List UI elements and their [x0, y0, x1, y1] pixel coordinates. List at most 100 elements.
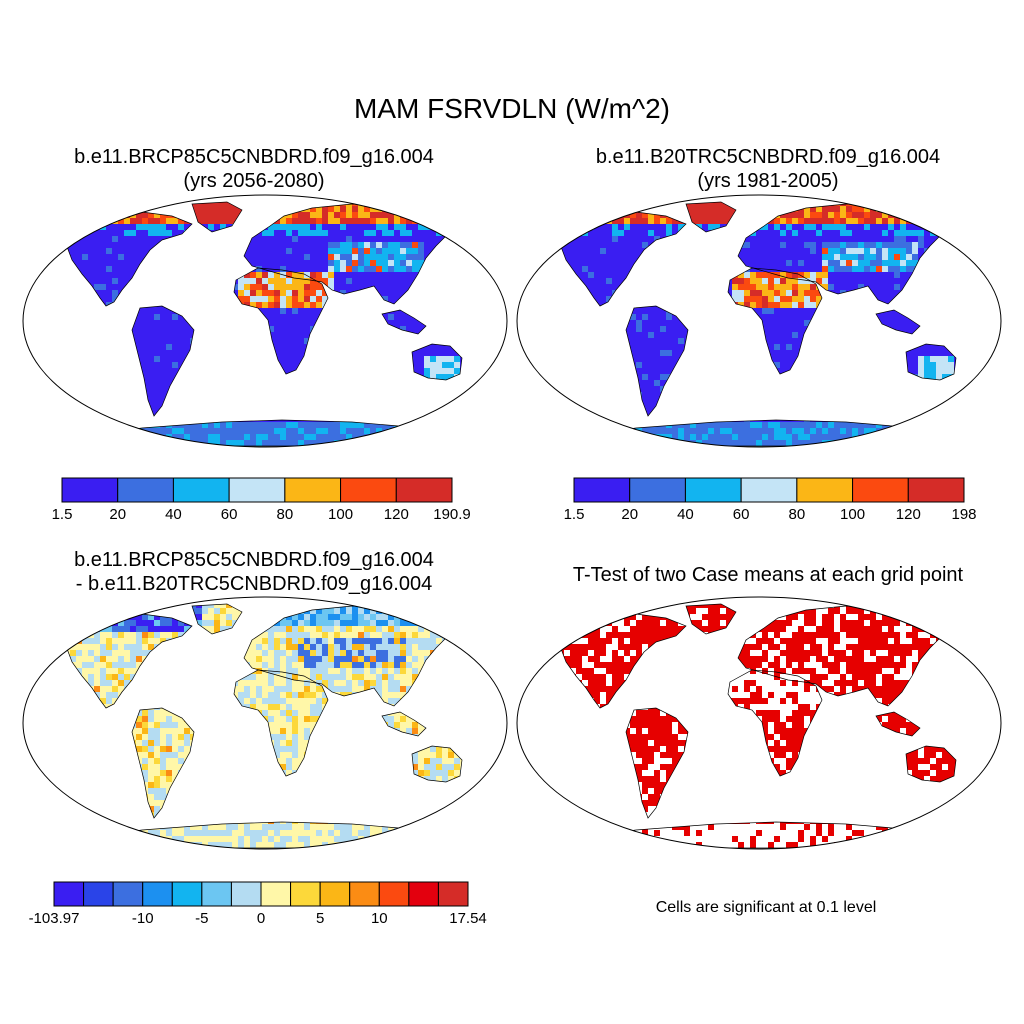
coastline-australia [905, 343, 957, 381]
coastline-australia [411, 745, 463, 783]
coastline-northAmerica [555, 209, 687, 307]
colorbar-tick-label: -103.97 [28, 910, 80, 927]
colorbar-swatch [284, 477, 342, 503]
coastline-antarctica [83, 821, 454, 849]
colorbar-swatch [117, 477, 174, 503]
colorbar-tick-label: 80 [276, 506, 294, 523]
coastline-northAmerica [61, 209, 193, 307]
coastline-australia [411, 343, 463, 381]
coastline-eurasia [737, 203, 947, 305]
figure-title: MAM FSRVDLN (W/m^2) [354, 93, 670, 124]
colorbar-swatch [573, 477, 631, 503]
colorbar-swatch [142, 881, 173, 907]
colorbar-swatch [230, 881, 262, 907]
colorbar-swatch [319, 881, 351, 907]
coastline-greenland [685, 201, 737, 233]
colorbar-swatch [290, 881, 321, 907]
colorbar-swatch [395, 477, 453, 503]
colorbar-swatch [61, 477, 119, 503]
colorbar-swatch [53, 881, 85, 907]
colorbar-tick-label: 40 [165, 506, 182, 523]
coastline-eurasia [243, 203, 453, 305]
colorbar-tick-label: 20 [621, 506, 639, 523]
coastline-southAmerica [131, 305, 195, 417]
colorbar-top-left [61, 477, 453, 503]
colorbar-tick-label: 10 [370, 910, 388, 927]
map-panel-top-right [516, 194, 1002, 448]
panel-title-top-right: b.e11.B20TRC5CNBDRD.f09_g16.004 (yrs 198… [526, 145, 1010, 193]
map-frame [516, 596, 1002, 850]
coastline-greenland [191, 603, 243, 635]
panel-title-top-right-line2: (yrs 1981-2005) [697, 170, 839, 192]
colorbar-swatch [83, 881, 114, 907]
colorbar-swatch [740, 477, 798, 503]
coastline-southAmerica [625, 305, 689, 417]
colorbar-swatch [684, 477, 742, 503]
coastline-greenland [191, 201, 243, 233]
colorbar-tick-label: 100 [328, 506, 354, 523]
map-panel-bottom-right [516, 596, 1002, 850]
coastline-northAmerica [555, 611, 687, 709]
colorbar-tick-label: 100 [840, 506, 866, 523]
colorbar-swatch [629, 477, 686, 503]
panel-title-bottom-left-line2: - b.e11.B20TRC5CNBDRD.f09_g16.004 [75, 573, 433, 595]
coastline-northAmerica [61, 611, 193, 709]
panel-title-bottom-right: T-Test of two Case means at each grid po… [572, 564, 964, 586]
colorbar-swatch [228, 477, 286, 503]
coastline-africa [727, 669, 823, 777]
coastline-antarctica [577, 821, 948, 849]
colorbar-tick-label: 1.5 [51, 506, 73, 523]
colorbar-swatch [378, 881, 410, 907]
coastline-antarctica [83, 419, 454, 447]
panel-title-top-left: b.e11.BRCP85C5CNBDRD.f09_g16.004 (yrs 20… [12, 145, 496, 193]
colorbar-swatch [112, 881, 144, 907]
colorbar-tick-label: 60 [220, 506, 238, 523]
colorbar-tick-label: 120 [383, 506, 409, 523]
map-frame [22, 194, 508, 448]
coastline-southAmerica [131, 707, 195, 819]
colorbar-swatch [172, 477, 230, 503]
colorbar-swatch [408, 881, 439, 907]
colorbar-tick-label: 120 [895, 506, 921, 523]
coastline-greenland [685, 603, 737, 635]
coastline-eurasia [243, 605, 453, 707]
colorbar-tick-label: 190.9 [433, 506, 471, 523]
panel-title-bottom-left: b.e11.BRCP85C5CNBDRD.f09_g16.004 - b.e11… [12, 548, 496, 596]
significance-note: Cells are significant at 0.1 level [655, 899, 877, 916]
coastline-seAsia [381, 711, 427, 737]
coastline-antarctica [577, 419, 948, 447]
coastline-australia [905, 745, 957, 783]
coastline-africa [233, 669, 329, 777]
colorbar-swatch [437, 881, 469, 907]
map-panel-top-left [22, 194, 508, 448]
panel-title-top-left-line2: (yrs 2056-2080) [183, 170, 325, 192]
colorbar-swatch [260, 881, 292, 907]
coastline-africa [727, 267, 823, 375]
colorbar-tick-label: 80 [788, 506, 806, 523]
colorbar-tick-label: 5 [315, 910, 325, 927]
colorbar-tick-label: 40 [677, 506, 694, 523]
colorbar-swatch [340, 477, 397, 503]
panel-title-top-left-line1: b.e11.BRCP85C5CNBDRD.f09_g16.004 [74, 146, 434, 168]
colorbar-swatch [907, 477, 965, 503]
colorbar-tick-label: -5 [195, 910, 209, 927]
coastline-seAsia [875, 711, 921, 737]
map-panel-bottom-left [22, 596, 508, 850]
colorbar-swatch [852, 477, 909, 503]
panel-title-top-right-line1: b.e11.B20TRC5CNBDRD.f09_g16.004 [595, 146, 941, 168]
coastline-seAsia [875, 309, 921, 335]
colorbar-tick-label: 198 [951, 506, 977, 523]
coastline-africa [233, 267, 329, 375]
colorbar-tick-label: 0 [256, 910, 266, 927]
colorbar-swatch [171, 881, 203, 907]
colorbar-top-right [573, 477, 965, 503]
colorbar-tick-label: 1.5 [563, 506, 585, 523]
colorbar-swatch [201, 881, 232, 907]
panel-title-bottom-left-line1: b.e11.BRCP85C5CNBDRD.f09_g16.004 [74, 549, 434, 571]
colorbar-swatch [349, 881, 380, 907]
coastline-eurasia [737, 605, 947, 707]
map-frame [22, 596, 508, 850]
colorbar-swatch [796, 477, 854, 503]
coastline-seAsia [381, 309, 427, 335]
colorbar-tick-label: 20 [109, 506, 127, 523]
